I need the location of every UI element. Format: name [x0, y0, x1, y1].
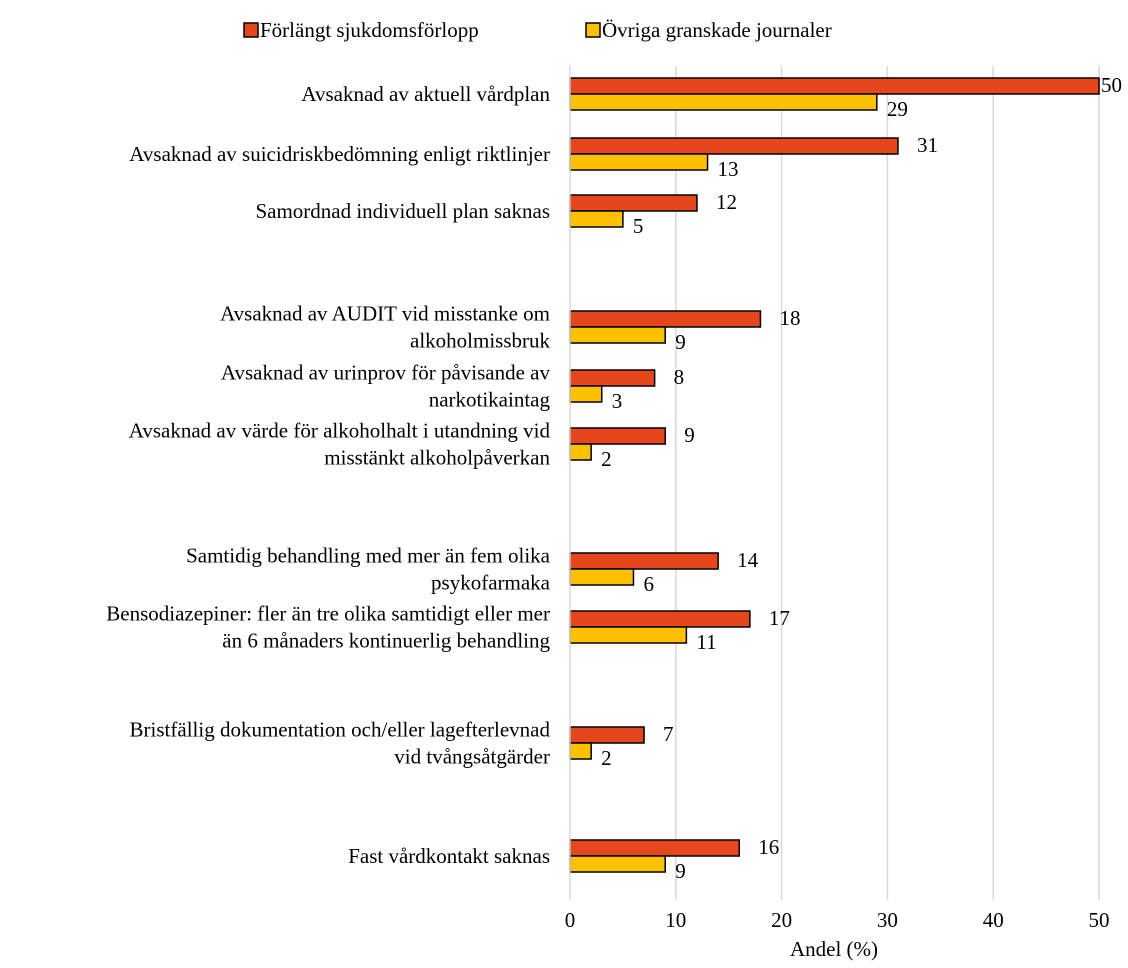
- x-tick-label: 10: [665, 908, 686, 932]
- data-label: 17: [769, 606, 790, 630]
- data-label: 9: [675, 330, 686, 354]
- legend-swatch: [585, 22, 601, 38]
- data-label: 7: [663, 722, 674, 746]
- x-tick-label: 20: [771, 908, 792, 932]
- category-label: Avsaknad av urinprov för påvisande av: [221, 361, 551, 385]
- bar: [569, 610, 751, 628]
- data-label: 2: [601, 447, 612, 471]
- category-label: Samtidig behandling med mer än fem olika: [186, 544, 551, 568]
- x-tick-label: 0: [565, 908, 576, 932]
- bar: [569, 385, 603, 403]
- bar: [569, 626, 688, 644]
- data-label: 31: [917, 133, 938, 157]
- category-label: Avsaknad av AUDIT vid misstanke om: [220, 302, 550, 326]
- legend-swatch: [243, 22, 259, 38]
- bar: [569, 310, 762, 328]
- data-label: 13: [718, 157, 739, 181]
- bar: [569, 742, 592, 760]
- data-label: 9: [675, 859, 686, 883]
- bar: [569, 137, 899, 155]
- data-label: 14: [737, 548, 759, 572]
- bar: [569, 369, 656, 387]
- category-label: än 6 månaders kontinuerlig behandling: [222, 629, 550, 653]
- bar: [569, 443, 592, 461]
- data-label: 29: [887, 97, 908, 121]
- category-label: Avsaknad av suicidriskbedömning enligt r…: [129, 142, 550, 166]
- category-label: Avsaknad av värde för alkoholhalt i utan…: [129, 419, 551, 443]
- data-label: 18: [779, 306, 800, 330]
- category-label: Bristfällig dokumentation och/eller lage…: [130, 718, 551, 742]
- bar: [569, 194, 698, 212]
- bar: [569, 855, 666, 873]
- category-label: Fast vårdkontakt saknas: [348, 844, 550, 868]
- legend-item-label: Förlängt sjukdomsförlopp: [260, 18, 479, 42]
- data-label: 2: [601, 746, 612, 770]
- x-axis-title: Andel (%): [790, 937, 878, 961]
- data-label: 5: [633, 214, 644, 238]
- x-tick-label: 50: [1089, 908, 1110, 932]
- category-label: misstänkt alkoholpåverkan: [324, 446, 550, 470]
- x-tick-label: 40: [983, 908, 1004, 932]
- bar: [569, 77, 1100, 95]
- x-tick-label: 30: [877, 908, 898, 932]
- bar: [569, 210, 624, 228]
- category-label: alkoholmissbruk: [410, 329, 550, 353]
- bar: [569, 153, 709, 171]
- bar: [569, 93, 878, 111]
- data-label: 12: [716, 190, 737, 214]
- category-label: narkotikaintag: [429, 388, 551, 412]
- category-label: Bensodiazepiner: fler än tre olika samti…: [106, 602, 550, 626]
- category-label: vid tvångsåtgärder: [394, 745, 550, 769]
- bar: [569, 839, 741, 857]
- data-label: 16: [758, 835, 779, 859]
- category-label: psykofarmaka: [431, 571, 551, 595]
- category-label: Avsaknad av aktuell vårdplan: [301, 82, 550, 106]
- bar: [569, 427, 666, 445]
- data-label: 3: [612, 389, 623, 413]
- bar: [569, 552, 719, 570]
- data-label: 50: [1101, 73, 1122, 97]
- bar: [569, 726, 645, 744]
- bar: [569, 326, 666, 344]
- data-label: 9: [684, 423, 695, 447]
- category-label: Samordnad individuell plan saknas: [255, 199, 550, 223]
- bar: [569, 568, 635, 586]
- data-label: 6: [643, 572, 654, 596]
- legend-item-label: Övriga granskade journaler: [602, 18, 832, 42]
- data-label: 11: [696, 630, 716, 654]
- data-label: 8: [674, 365, 685, 389]
